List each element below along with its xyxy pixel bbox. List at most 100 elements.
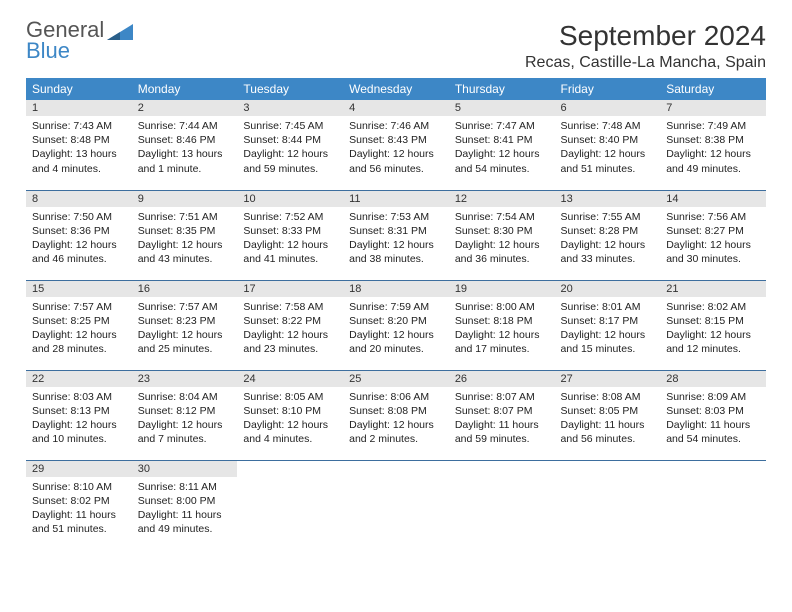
day-number: 27 <box>555 371 661 387</box>
day-details: Sunrise: 7:52 AMSunset: 8:33 PMDaylight:… <box>237 207 343 273</box>
day-details: Sunrise: 8:06 AMSunset: 8:08 PMDaylight:… <box>343 387 449 453</box>
logo-text-bottom: Blue <box>26 38 70 63</box>
day-details: Sunrise: 7:57 AMSunset: 8:23 PMDaylight:… <box>132 297 238 363</box>
calendar-cell: 20Sunrise: 8:01 AMSunset: 8:17 PMDayligh… <box>555 280 661 370</box>
day-number: 23 <box>132 371 238 387</box>
day-number: 5 <box>449 100 555 116</box>
calendar-row: 29Sunrise: 8:10 AMSunset: 8:02 PMDayligh… <box>26 460 766 550</box>
day-details: Sunrise: 7:55 AMSunset: 8:28 PMDaylight:… <box>555 207 661 273</box>
day-details: Sunrise: 8:08 AMSunset: 8:05 PMDaylight:… <box>555 387 661 453</box>
day-number: 2 <box>132 100 238 116</box>
day-details: Sunrise: 8:09 AMSunset: 8:03 PMDaylight:… <box>660 387 766 453</box>
calendar-cell: 1Sunrise: 7:43 AMSunset: 8:48 PMDaylight… <box>26 100 132 190</box>
calendar-cell: 30Sunrise: 8:11 AMSunset: 8:00 PMDayligh… <box>132 460 238 550</box>
title-block: September 2024 Recas, Castille-La Mancha… <box>525 20 766 72</box>
day-details: Sunrise: 7:56 AMSunset: 8:27 PMDaylight:… <box>660 207 766 273</box>
calendar-cell: 29Sunrise: 8:10 AMSunset: 8:02 PMDayligh… <box>26 460 132 550</box>
day-details: Sunrise: 7:58 AMSunset: 8:22 PMDaylight:… <box>237 297 343 363</box>
calendar-cell: 26Sunrise: 8:07 AMSunset: 8:07 PMDayligh… <box>449 370 555 460</box>
day-number: 12 <box>449 191 555 207</box>
day-number: 18 <box>343 281 449 297</box>
calendar-cell: .. <box>660 460 766 550</box>
calendar-cell: 11Sunrise: 7:53 AMSunset: 8:31 PMDayligh… <box>343 190 449 280</box>
calendar-cell: 19Sunrise: 8:00 AMSunset: 8:18 PMDayligh… <box>449 280 555 370</box>
calendar-cell: 21Sunrise: 8:02 AMSunset: 8:15 PMDayligh… <box>660 280 766 370</box>
weekday-header: Friday <box>555 78 661 100</box>
calendar-cell: 6Sunrise: 7:48 AMSunset: 8:40 PMDaylight… <box>555 100 661 190</box>
calendar-cell: .. <box>449 460 555 550</box>
day-number: 9 <box>132 191 238 207</box>
day-details: Sunrise: 7:44 AMSunset: 8:46 PMDaylight:… <box>132 116 238 182</box>
weekday-header: Saturday <box>660 78 766 100</box>
calendar-cell: 16Sunrise: 7:57 AMSunset: 8:23 PMDayligh… <box>132 280 238 370</box>
day-number: 28 <box>660 371 766 387</box>
calendar-cell: .. <box>343 460 449 550</box>
day-details: Sunrise: 8:04 AMSunset: 8:12 PMDaylight:… <box>132 387 238 453</box>
calendar-cell: 10Sunrise: 7:52 AMSunset: 8:33 PMDayligh… <box>237 190 343 280</box>
day-number: 4 <box>343 100 449 116</box>
calendar-cell: 22Sunrise: 8:03 AMSunset: 8:13 PMDayligh… <box>26 370 132 460</box>
day-number: 29 <box>26 461 132 477</box>
calendar-cell: 9Sunrise: 7:51 AMSunset: 8:35 PMDaylight… <box>132 190 238 280</box>
day-details: Sunrise: 7:46 AMSunset: 8:43 PMDaylight:… <box>343 116 449 182</box>
day-details: Sunrise: 7:45 AMSunset: 8:44 PMDaylight:… <box>237 116 343 182</box>
calendar-cell: 25Sunrise: 8:06 AMSunset: 8:08 PMDayligh… <box>343 370 449 460</box>
calendar-cell: 17Sunrise: 7:58 AMSunset: 8:22 PMDayligh… <box>237 280 343 370</box>
calendar-cell: 2Sunrise: 7:44 AMSunset: 8:46 PMDaylight… <box>132 100 238 190</box>
calendar-row: 15Sunrise: 7:57 AMSunset: 8:25 PMDayligh… <box>26 280 766 370</box>
day-details: Sunrise: 7:51 AMSunset: 8:35 PMDaylight:… <box>132 207 238 273</box>
day-details: Sunrise: 7:48 AMSunset: 8:40 PMDaylight:… <box>555 116 661 182</box>
weekday-header: Monday <box>132 78 238 100</box>
calendar-cell: 18Sunrise: 7:59 AMSunset: 8:20 PMDayligh… <box>343 280 449 370</box>
day-number: 22 <box>26 371 132 387</box>
weekday-header: Wednesday <box>343 78 449 100</box>
calendar-cell: 24Sunrise: 8:05 AMSunset: 8:10 PMDayligh… <box>237 370 343 460</box>
day-number: 26 <box>449 371 555 387</box>
day-number: 14 <box>660 191 766 207</box>
day-number: 24 <box>237 371 343 387</box>
weekday-header-row: Sunday Monday Tuesday Wednesday Thursday… <box>26 78 766 100</box>
day-details: Sunrise: 7:59 AMSunset: 8:20 PMDaylight:… <box>343 297 449 363</box>
day-number: 7 <box>660 100 766 116</box>
calendar-row: 1Sunrise: 7:43 AMSunset: 8:48 PMDaylight… <box>26 100 766 190</box>
day-details: Sunrise: 8:11 AMSunset: 8:00 PMDaylight:… <box>132 477 238 543</box>
day-number: 30 <box>132 461 238 477</box>
calendar-row: 22Sunrise: 8:03 AMSunset: 8:13 PMDayligh… <box>26 370 766 460</box>
day-details: Sunrise: 8:07 AMSunset: 8:07 PMDaylight:… <box>449 387 555 453</box>
calendar-cell: 23Sunrise: 8:04 AMSunset: 8:12 PMDayligh… <box>132 370 238 460</box>
day-details: Sunrise: 8:01 AMSunset: 8:17 PMDaylight:… <box>555 297 661 363</box>
logo-triangle-icon <box>107 22 133 42</box>
day-number: 10 <box>237 191 343 207</box>
day-number: 21 <box>660 281 766 297</box>
day-number: 15 <box>26 281 132 297</box>
weekday-header: Thursday <box>449 78 555 100</box>
logo-text: General Blue <box>26 20 104 62</box>
calendar-table: Sunday Monday Tuesday Wednesday Thursday… <box>26 78 766 550</box>
calendar-cell: 8Sunrise: 7:50 AMSunset: 8:36 PMDaylight… <box>26 190 132 280</box>
day-number: 3 <box>237 100 343 116</box>
day-number: 25 <box>343 371 449 387</box>
day-details: Sunrise: 7:53 AMSunset: 8:31 PMDaylight:… <box>343 207 449 273</box>
day-details: Sunrise: 7:50 AMSunset: 8:36 PMDaylight:… <box>26 207 132 273</box>
calendar-cell: 3Sunrise: 7:45 AMSunset: 8:44 PMDaylight… <box>237 100 343 190</box>
day-number: 13 <box>555 191 661 207</box>
calendar-cell: 12Sunrise: 7:54 AMSunset: 8:30 PMDayligh… <box>449 190 555 280</box>
day-number: 19 <box>449 281 555 297</box>
day-details: Sunrise: 7:57 AMSunset: 8:25 PMDaylight:… <box>26 297 132 363</box>
calendar-cell: 28Sunrise: 8:09 AMSunset: 8:03 PMDayligh… <box>660 370 766 460</box>
header: General Blue September 2024 Recas, Casti… <box>26 20 766 72</box>
calendar-cell: 13Sunrise: 7:55 AMSunset: 8:28 PMDayligh… <box>555 190 661 280</box>
month-title: September 2024 <box>525 20 766 52</box>
day-number: 1 <box>26 100 132 116</box>
day-details: Sunrise: 7:54 AMSunset: 8:30 PMDaylight:… <box>449 207 555 273</box>
day-number: 16 <box>132 281 238 297</box>
day-details: Sunrise: 8:02 AMSunset: 8:15 PMDaylight:… <box>660 297 766 363</box>
location: Recas, Castille-La Mancha, Spain <box>525 54 766 72</box>
day-details: Sunrise: 8:03 AMSunset: 8:13 PMDaylight:… <box>26 387 132 453</box>
calendar-cell: 4Sunrise: 7:46 AMSunset: 8:43 PMDaylight… <box>343 100 449 190</box>
calendar-cell: 15Sunrise: 7:57 AMSunset: 8:25 PMDayligh… <box>26 280 132 370</box>
day-details: Sunrise: 7:49 AMSunset: 8:38 PMDaylight:… <box>660 116 766 182</box>
calendar-cell: .. <box>237 460 343 550</box>
calendar-row: 8Sunrise: 7:50 AMSunset: 8:36 PMDaylight… <box>26 190 766 280</box>
day-number: 20 <box>555 281 661 297</box>
